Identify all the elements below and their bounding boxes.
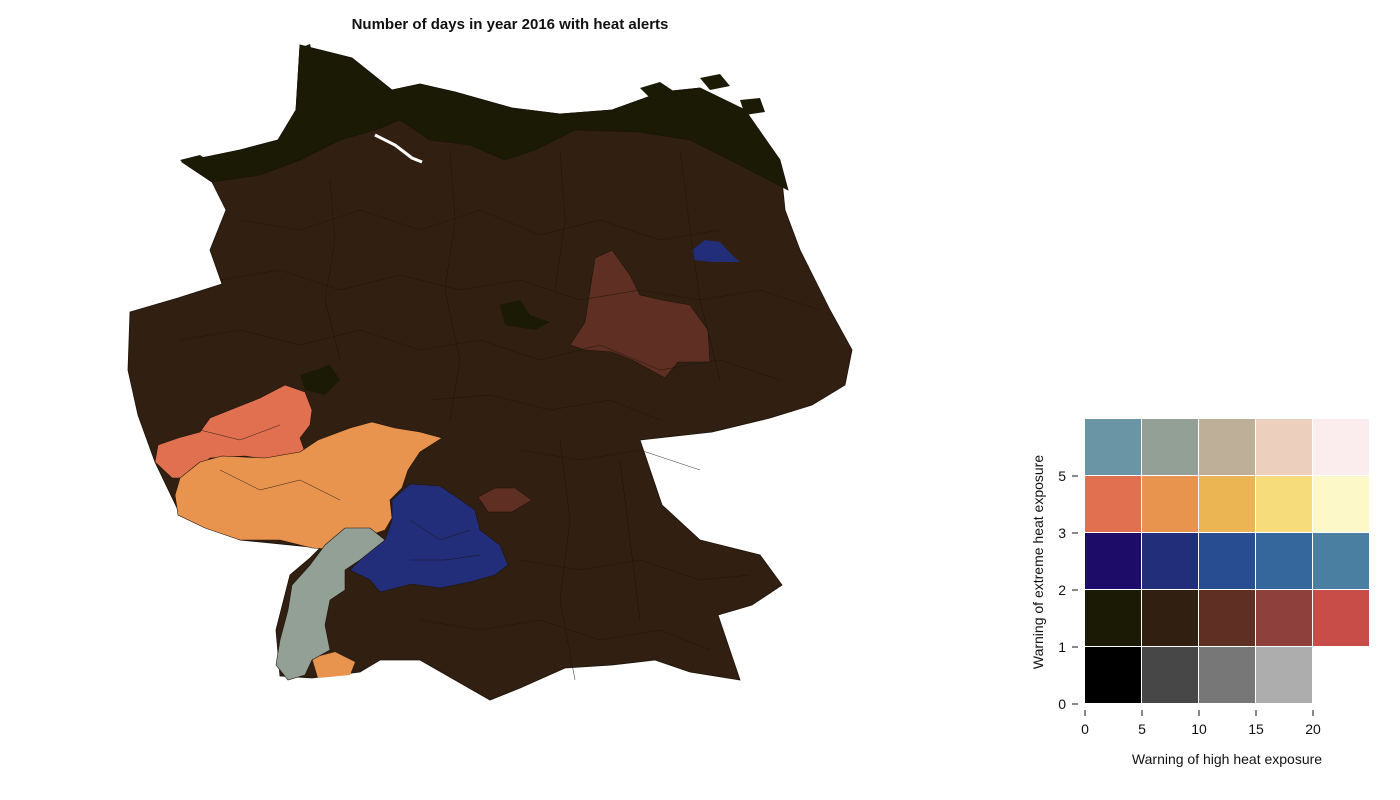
region-dark-pocket-2 [300, 365, 340, 395]
legend-cell [1085, 419, 1141, 475]
legend-x-label: Warning of high heat exposure [1132, 751, 1322, 767]
region-orange-southwest [174, 421, 443, 551]
germany-map [127, 44, 853, 701]
legend-cell [1313, 590, 1369, 646]
region-north-coast [180, 44, 789, 191]
x-tick-15: 15 [1248, 721, 1264, 737]
legend-cell [1313, 419, 1369, 475]
region-gray-green-southwest [275, 527, 386, 681]
legend-cell [1142, 647, 1198, 703]
legend-cell [1142, 533, 1198, 589]
legend-y-axis: 5 3 2 1 0 [1058, 468, 1078, 712]
region-dark-red-brown-east [569, 249, 711, 379]
map-title: Number of days in year 2016 with heat al… [351, 16, 669, 33]
x-tick-5: 5 [1138, 721, 1146, 737]
x-tick-0: 0 [1081, 721, 1089, 737]
legend-cell [1085, 476, 1141, 532]
legend-cell [1085, 647, 1141, 703]
legend-cell [1199, 533, 1255, 589]
legend-x-axis: 0 5 10 15 20 [1081, 710, 1321, 737]
river-elbe [374, 133, 423, 164]
legend-cell [1256, 590, 1312, 646]
bivariate-legend: 5 3 2 1 0 0 5 10 15 20 Warning of high h… [1030, 419, 1369, 767]
region-orange-south-tip [312, 652, 355, 678]
x-tick-20: 20 [1305, 721, 1321, 737]
coastal-islands [180, 44, 765, 168]
region-blue-berlin [692, 240, 740, 262]
legend-grid [1085, 419, 1369, 703]
legend-cell [1085, 590, 1141, 646]
y-tick-3: 3 [1058, 525, 1066, 541]
legend-cell [1313, 476, 1369, 532]
x-tick-10: 10 [1191, 721, 1207, 737]
legend-cell [1199, 476, 1255, 532]
y-tick-1: 1 [1058, 639, 1066, 655]
legend-cell [1256, 419, 1312, 475]
region-dark-red-brown-small [477, 487, 533, 513]
district-boundaries [179, 149, 821, 681]
legend-cell [1199, 419, 1255, 475]
y-tick-5: 5 [1058, 468, 1066, 484]
y-tick-2: 2 [1058, 582, 1066, 598]
legend-cell [1256, 476, 1312, 532]
legend-cell [1142, 419, 1198, 475]
legend-cell [1085, 533, 1141, 589]
region-dark-pocket-1 [500, 300, 550, 330]
legend-y-label: Warning of extreme heat exposure [1030, 455, 1046, 669]
legend-cell [1142, 590, 1198, 646]
legend-cell [1256, 533, 1312, 589]
legend-cell [1199, 647, 1255, 703]
y-tick-0: 0 [1058, 696, 1066, 712]
legend-cell [1256, 647, 1312, 703]
legend-cell [1199, 590, 1255, 646]
legend-cell [1142, 476, 1198, 532]
legend-cell [1313, 533, 1369, 589]
